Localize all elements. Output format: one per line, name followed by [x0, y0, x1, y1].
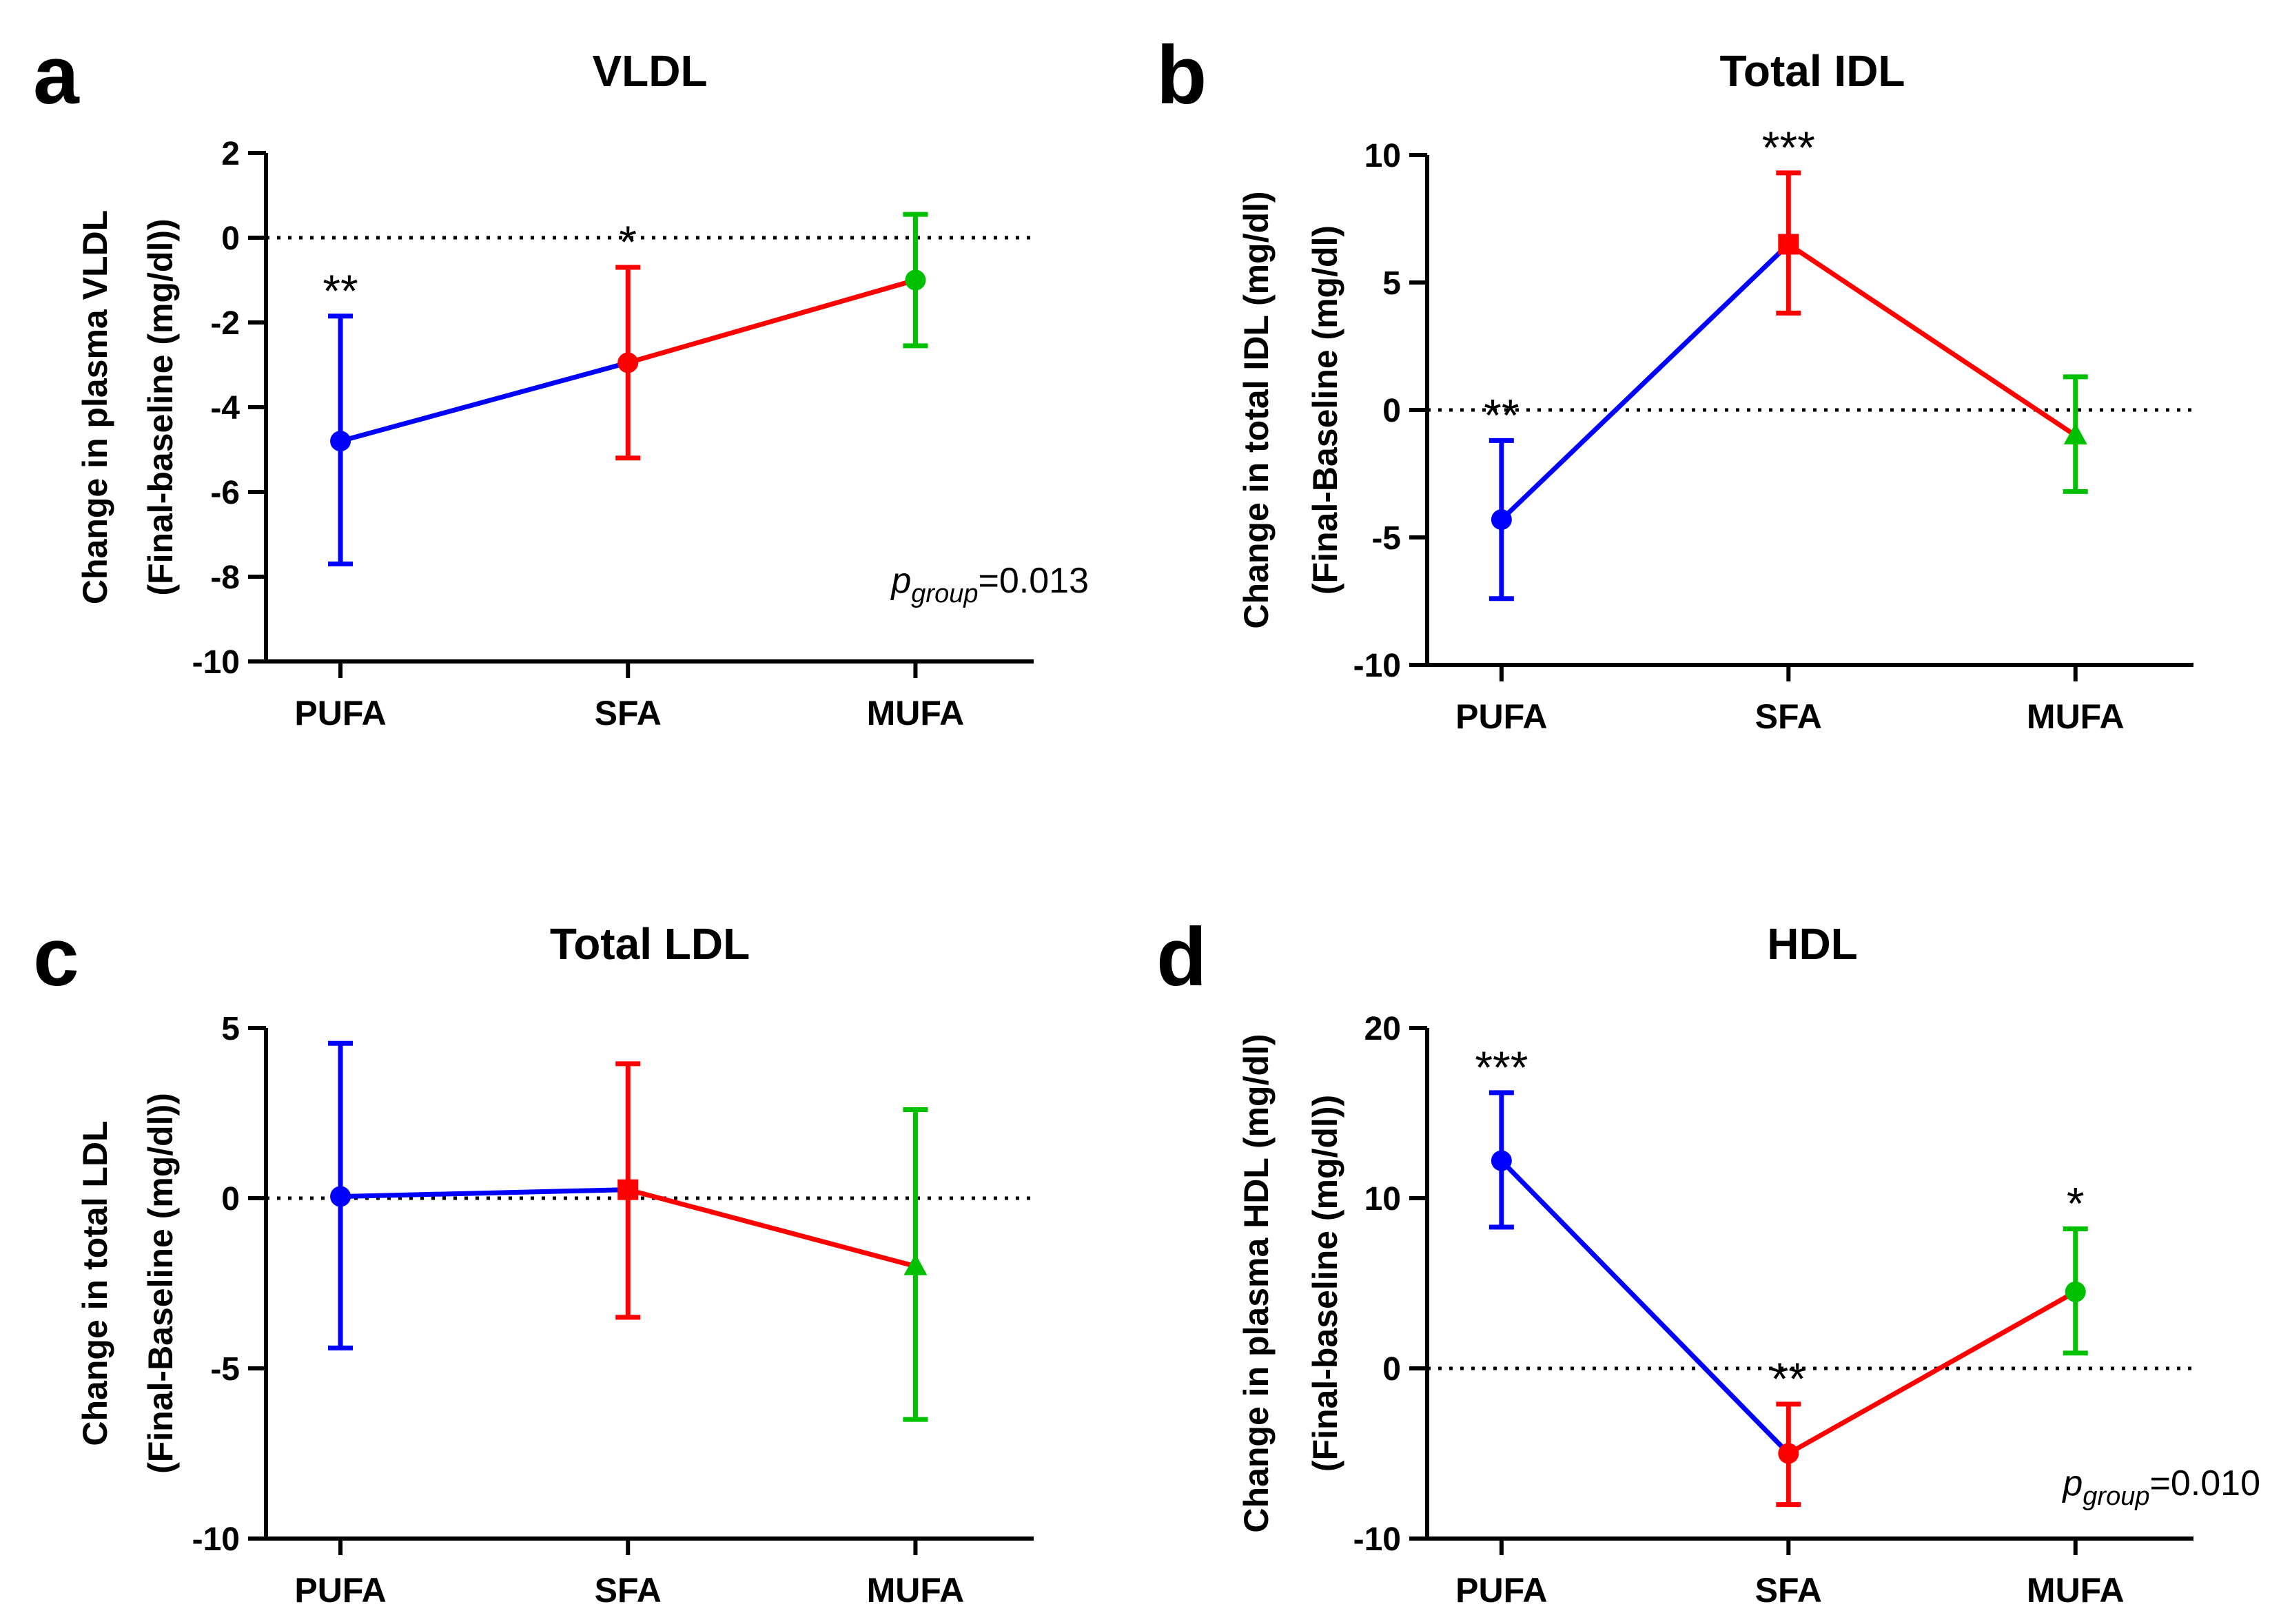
chart-panel-c: c Total LDL Change in total LDL (Final-Base…: [33, 911, 1034, 1610]
series-line-segment: [627, 1187, 917, 1269]
data-point: [903, 1253, 928, 1275]
p-symbol: p: [890, 561, 911, 601]
y-tick-label: 0: [221, 220, 240, 257]
p-group-annotation: pgroup=0.010: [2061, 1463, 2260, 1511]
series-line-segment: [1787, 242, 2077, 438]
significance-marker: *: [2067, 1178, 2085, 1229]
x-tick-label: MUFA: [2027, 697, 2125, 736]
p-group-annotation: pgroup=0.013: [890, 561, 1089, 608]
significance-marker: ***: [1762, 122, 1815, 173]
data-point: [2063, 423, 2087, 444]
y-tick-label: 10: [1364, 138, 1401, 174]
y-axis-label: (Final-Baseline (mg/dl): [1306, 225, 1344, 595]
significance-marker: **: [323, 265, 358, 316]
x-tick-label: SFA: [1755, 697, 1822, 736]
x-tick-label: PUFA: [1455, 697, 1547, 736]
y-tick-label: -5: [1371, 520, 1401, 557]
y-tick-label: 2: [221, 136, 240, 172]
series-line-segment: [627, 278, 917, 365]
panel-letter: c: [33, 911, 79, 1003]
data-point: [330, 431, 351, 452]
significance-marker: **: [1484, 389, 1519, 440]
p-subscript: group: [911, 579, 978, 608]
p-value: =0.010: [2150, 1463, 2261, 1503]
x-tick-label: SFA: [595, 694, 662, 732]
y-tick-label: -10: [192, 644, 240, 681]
x-tick-label: PUFA: [294, 694, 386, 732]
significance-marker: *: [619, 216, 637, 267]
y-axis-label: Change in plasma VLDL: [76, 210, 114, 604]
y-tick-label: -4: [210, 390, 240, 426]
y-tick-label: 20: [1364, 1011, 1401, 1047]
panel-letter: a: [33, 29, 80, 121]
chart-panel-d: d HDL Change in plasma HDL (mg/dl) (Final-b…: [1156, 911, 2260, 1610]
y-tick-label: -5: [210, 1351, 240, 1388]
series-line-segment: [1787, 1289, 2077, 1456]
chart-title: Total IDL: [1720, 46, 1905, 96]
y-tick-label: -10: [192, 1521, 240, 1558]
chart-title: HDL: [1767, 919, 1858, 969]
data-point: [1491, 1150, 1512, 1171]
y-axis-label: Change in total LDL: [76, 1120, 114, 1446]
chart-panel-a: a VLDL Change in plasma VLDL (Final-baselin…: [33, 29, 1089, 732]
y-tick-label: 5: [221, 1011, 240, 1047]
y-tick-label: -6: [210, 475, 240, 511]
data-point: [905, 269, 926, 291]
data-point: [330, 1186, 351, 1207]
chart-title: VLDL: [592, 46, 707, 96]
y-axis-label: Change in plasma HDL (mg/dl): [1237, 1034, 1276, 1532]
data-point: [2065, 1281, 2086, 1302]
data-point: [1778, 1443, 1799, 1464]
series-line-segment: [1500, 1159, 1790, 1455]
x-tick-label: MUFA: [867, 1571, 965, 1610]
y-tick-label: 5: [1382, 265, 1401, 302]
panel-letter: d: [1156, 911, 1207, 1003]
data-point: [1491, 509, 1512, 531]
y-axis-label: (Final-baseline (mg/dl)): [1306, 1095, 1344, 1472]
y-tick-label: 0: [1382, 1351, 1401, 1388]
x-tick-label: MUFA: [867, 694, 965, 732]
series-line-segment: [1500, 242, 1790, 522]
y-axis-label: Change in total IDL (mg/dl): [1237, 191, 1276, 628]
x-tick-label: SFA: [1755, 1571, 1822, 1610]
chart-title: Total LDL: [550, 919, 750, 969]
x-tick-label: PUFA: [294, 1571, 386, 1610]
y-tick-label: 10: [1364, 1181, 1401, 1217]
y-tick-label: -10: [1353, 1521, 1401, 1558]
data-point: [1778, 234, 1799, 255]
y-tick-label: -2: [210, 305, 240, 342]
y-tick-label: -10: [1353, 648, 1401, 684]
significance-marker: ***: [1475, 1042, 1528, 1093]
series-line-segment: [340, 360, 629, 444]
p-subscript: group: [2083, 1482, 2149, 1511]
y-tick-label: 0: [221, 1181, 240, 1217]
series-line-segment: [340, 1187, 628, 1200]
p-symbol: p: [2061, 1463, 2083, 1503]
y-tick-label: 0: [1382, 393, 1401, 429]
panel-letter: b: [1156, 29, 1207, 121]
p-value: =0.013: [979, 561, 1090, 601]
data-point: [617, 1179, 639, 1200]
data-point: [617, 352, 639, 373]
x-tick-label: MUFA: [2027, 1571, 2125, 1610]
x-tick-label: PUFA: [1455, 1571, 1547, 1610]
x-tick-label: SFA: [595, 1571, 662, 1610]
y-tick-label: -8: [210, 559, 240, 596]
significance-marker: **: [1771, 1353, 1806, 1404]
y-axis-label: (Final-baseline (mg/dl)): [141, 218, 180, 595]
chart-panel-b: b Total IDL Change in total IDL (mg/dl) (Fi…: [1156, 29, 2193, 736]
y-axis-label: (Final-Baseline (mg/dl)): [141, 1093, 180, 1474]
